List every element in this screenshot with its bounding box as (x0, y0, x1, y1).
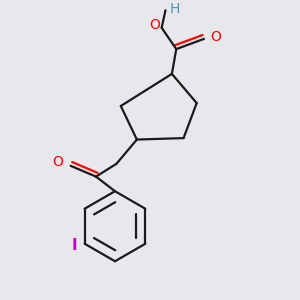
Text: O: O (210, 30, 221, 44)
Text: I: I (72, 238, 77, 253)
Text: H: H (170, 2, 180, 16)
Text: O: O (149, 18, 160, 32)
Text: O: O (52, 155, 63, 169)
